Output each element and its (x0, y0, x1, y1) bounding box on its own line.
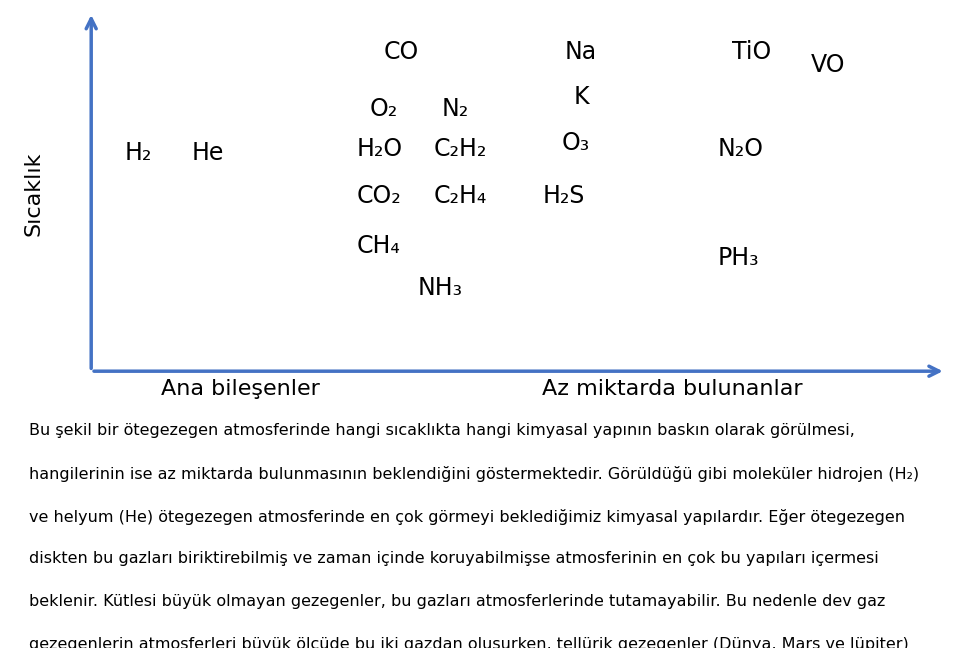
Text: Sıcaklık: Sıcaklık (24, 152, 43, 236)
Text: Bu şekil bir ötegezegen atmosferinde hangi sıcaklıkta hangi kimyasal yapının bas: Bu şekil bir ötegezegen atmosferinde han… (29, 423, 854, 438)
Text: CH₄: CH₄ (357, 234, 401, 258)
Text: O₃: O₃ (562, 132, 589, 156)
Text: Ana bileşenler: Ana bileşenler (160, 380, 320, 399)
Text: H₂S: H₂S (542, 183, 585, 207)
Text: TiO: TiO (732, 40, 771, 64)
Text: H₂: H₂ (125, 141, 153, 165)
Text: CO₂: CO₂ (357, 183, 402, 207)
Text: Az miktarda bulunanlar: Az miktarda bulunanlar (541, 380, 803, 399)
Text: PH₃: PH₃ (718, 246, 759, 270)
Text: He: He (192, 141, 225, 165)
Text: O₂: O₂ (370, 97, 397, 121)
Text: diskten bu gazları biriktirebilmiş ve zaman içinde koruyabilmişse atmosferinin e: diskten bu gazları biriktirebilmiş ve za… (29, 551, 878, 566)
Text: NH₃: NH₃ (418, 277, 463, 301)
Text: ve helyum (He) ötegezegen atmosferinde en çok görmeyi beklediğimiz kimyasal yapı: ve helyum (He) ötegezegen atmosferinde e… (29, 509, 904, 525)
Text: VO: VO (811, 52, 846, 76)
Text: gezegenlerin atmosferleri büyük ölçüde bu iki gazdan oluşurken, tellürik gezegen: gezegenlerin atmosferleri büyük ölçüde b… (29, 637, 908, 648)
Text: Na: Na (564, 40, 596, 64)
Text: C₂H₄: C₂H₄ (434, 183, 487, 207)
Text: H₂O: H₂O (357, 137, 403, 161)
Text: hangilerinin ise az miktarda bulunmasının beklendiğini göstermektedir. Görüldüğü: hangilerinin ise az miktarda bulunmasını… (29, 466, 919, 482)
Text: N₂O: N₂O (718, 137, 764, 161)
Text: beklenir. Kütlesi büyük olmayan gezegenler, bu gazları atmosferlerinde tutamayab: beklenir. Kütlesi büyük olmayan gezegenl… (29, 594, 885, 609)
Text: N₂: N₂ (442, 97, 468, 121)
Text: CO: CO (384, 40, 420, 64)
Text: K: K (574, 85, 589, 109)
Text: C₂H₂: C₂H₂ (434, 137, 488, 161)
